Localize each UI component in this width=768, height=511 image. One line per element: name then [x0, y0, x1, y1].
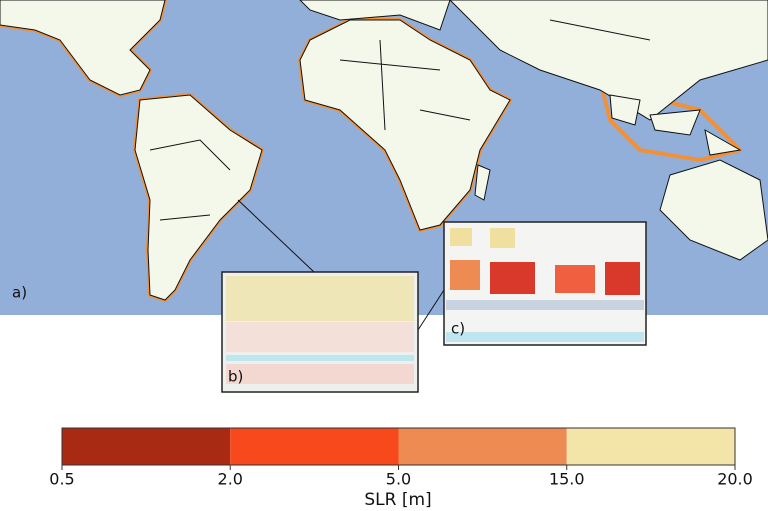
tick-label: 0.5 [49, 470, 74, 489]
inset-b [221, 271, 419, 393]
continents [0, 0, 768, 302]
callout-lines [237, 199, 445, 331]
colorbar: 0.5 2.0 5.0 15.0 20.0 [49, 427, 753, 489]
colorbar-label: SLR [m] [364, 490, 431, 510]
tick-label: 20.0 [717, 470, 753, 489]
panel-label: a) [12, 284, 27, 302]
colorbar-segment [566, 428, 735, 465]
inset-c [443, 221, 647, 346]
colorbar-segment [398, 428, 567, 465]
panel-label: b) [228, 368, 243, 386]
tick-label: 2.0 [218, 470, 243, 489]
colorbar-segment [230, 428, 399, 465]
panel-label: c) [451, 320, 465, 338]
colorbar-segment [62, 428, 231, 465]
tick-label: 15.0 [549, 470, 585, 489]
tick-label: 5.0 [386, 470, 411, 489]
